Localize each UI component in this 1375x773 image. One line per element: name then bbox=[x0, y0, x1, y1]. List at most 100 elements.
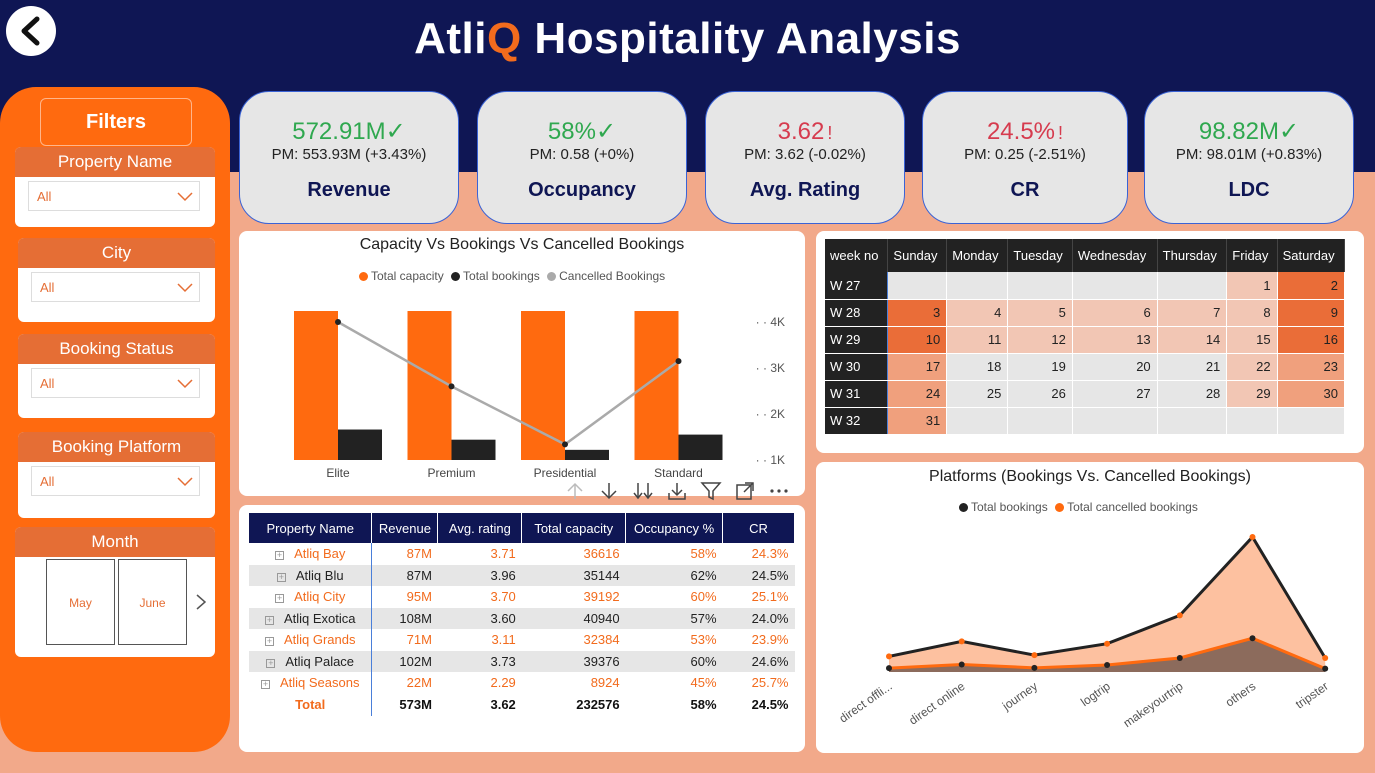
calendar-day-cell[interactable]: 7 bbox=[1157, 299, 1228, 327]
expand-row-icon[interactable]: + bbox=[264, 614, 274, 625]
cancelled-point[interactable] bbox=[1104, 661, 1111, 668]
expand-all-icon[interactable] bbox=[662, 478, 692, 504]
column-header[interactable]: Property Name bbox=[249, 513, 373, 543]
capacity-bar[interactable] bbox=[407, 311, 452, 460]
calendar-day-cell[interactable]: 11 bbox=[946, 326, 1009, 354]
focus-mode-icon[interactable] bbox=[730, 478, 760, 504]
calendar-day-cell[interactable]: 4 bbox=[946, 299, 1009, 327]
calendar-day-cell[interactable]: 23 bbox=[1277, 353, 1346, 381]
calendar-day-cell[interactable]: 21 bbox=[1157, 353, 1228, 381]
month-option-june[interactable]: June bbox=[118, 559, 187, 645]
column-header[interactable]: Total capacity bbox=[521, 513, 627, 543]
calendar-day-cell[interactable]: 27 bbox=[1072, 380, 1158, 408]
calendar-day-cell[interactable]: 15 bbox=[1226, 326, 1278, 354]
calendar-day-cell[interactable]: 9 bbox=[1277, 299, 1346, 327]
expand-row-icon[interactable]: + bbox=[266, 657, 276, 668]
column-header[interactable]: Revenue bbox=[371, 513, 439, 543]
calendar-day-cell[interactable]: 18 bbox=[946, 353, 1009, 381]
back-button[interactable] bbox=[6, 6, 56, 56]
calendar-day-cell[interactable] bbox=[1007, 407, 1073, 435]
cancelled-point[interactable] bbox=[1176, 654, 1183, 661]
calendar-day-cell[interactable]: 8 bbox=[1226, 299, 1278, 327]
cancelled-point[interactable] bbox=[562, 441, 568, 448]
bookings-point[interactable] bbox=[1249, 534, 1256, 540]
table-row[interactable]: + Atliq Blu 87M 3.96 35144 62% 24.5% bbox=[249, 564, 795, 586]
calendar-day-cell[interactable]: 22 bbox=[1226, 353, 1278, 381]
bookings-point[interactable] bbox=[1104, 640, 1111, 647]
calendar-day-cell[interactable]: 24 bbox=[887, 380, 948, 408]
capacity-bar[interactable] bbox=[634, 311, 679, 460]
booking-status-dropdown[interactable]: All bbox=[31, 368, 200, 398]
capacity-bar[interactable] bbox=[521, 311, 565, 460]
calendar-day-cell[interactable]: 10 bbox=[887, 326, 948, 354]
chevron-right-icon[interactable] bbox=[195, 593, 207, 611]
city-dropdown[interactable]: All bbox=[31, 272, 200, 302]
cancelled-point[interactable] bbox=[886, 665, 892, 672]
expand-row-icon[interactable]: + bbox=[275, 550, 285, 561]
cancelled-point[interactable] bbox=[1031, 664, 1038, 671]
bookings-point[interactable] bbox=[1322, 654, 1329, 661]
calendar-day-cell[interactable] bbox=[1226, 407, 1278, 435]
calendar-day-cell[interactable] bbox=[887, 272, 948, 300]
expand-row-icon[interactable]: + bbox=[275, 593, 285, 604]
column-header[interactable]: CR bbox=[722, 513, 795, 543]
bookings-bar[interactable] bbox=[678, 434, 723, 460]
calendar-day-cell[interactable] bbox=[1072, 407, 1158, 435]
cancelled-point[interactable] bbox=[958, 661, 965, 668]
bookings-point[interactable] bbox=[1176, 612, 1183, 619]
calendar-day-cell[interactable]: 20 bbox=[1072, 353, 1158, 381]
calendar-day-cell[interactable] bbox=[946, 272, 1009, 300]
calendar-day-cell[interactable] bbox=[946, 407, 1009, 435]
column-header[interactable]: Occupancy % bbox=[625, 513, 724, 543]
calendar-day-cell[interactable]: 5 bbox=[1007, 299, 1073, 327]
calendar-day-cell[interactable]: 1 bbox=[1226, 272, 1278, 300]
calendar-day-cell[interactable] bbox=[1072, 272, 1158, 300]
bookings-bar[interactable] bbox=[338, 429, 382, 460]
bookings-bar[interactable] bbox=[565, 449, 609, 460]
expand-row-icon[interactable]: + bbox=[264, 636, 274, 647]
calendar-day-cell[interactable]: 2 bbox=[1277, 272, 1346, 300]
table-row[interactable]: + Atliq Bay 87M 3.71 36616 58% 24.3% bbox=[249, 543, 795, 565]
expand-row-icon[interactable]: + bbox=[276, 571, 286, 582]
calendar-day-cell[interactable]: 12 bbox=[1007, 326, 1073, 354]
calendar-day-cell[interactable]: 31 bbox=[887, 407, 948, 435]
calendar-day-cell[interactable] bbox=[1277, 407, 1346, 435]
month-option-may[interactable]: May bbox=[46, 559, 115, 645]
calendar-day-cell[interactable]: 6 bbox=[1072, 299, 1158, 327]
cancelled-point[interactable] bbox=[335, 319, 341, 325]
calendar-day-cell[interactable]: 14 bbox=[1157, 326, 1228, 354]
calendar-day-cell[interactable]: 29 bbox=[1226, 380, 1278, 408]
bookings-point[interactable] bbox=[1031, 652, 1038, 659]
column-header[interactable]: Avg. rating bbox=[437, 513, 523, 543]
calendar-day-cell[interactable]: 19 bbox=[1007, 353, 1073, 381]
cancelled-point[interactable] bbox=[675, 358, 682, 365]
calendar-day-cell[interactable]: 3 bbox=[887, 299, 948, 327]
bookings-bar[interactable] bbox=[451, 439, 496, 460]
bookings-point[interactable] bbox=[958, 638, 965, 645]
calendar-day-cell[interactable]: 26 bbox=[1007, 380, 1073, 408]
arrow-down-icon[interactable] bbox=[594, 478, 624, 504]
calendar-day-cell[interactable]: 16 bbox=[1277, 326, 1346, 354]
calendar-day-cell[interactable]: 28 bbox=[1157, 380, 1228, 408]
expand-row-icon[interactable]: + bbox=[260, 679, 270, 690]
calendar-day-cell[interactable]: 17 bbox=[887, 353, 948, 381]
cancelled-point[interactable] bbox=[1249, 635, 1256, 642]
calendar-day-cell[interactable]: 13 bbox=[1072, 326, 1158, 354]
calendar-day-cell[interactable]: 30 bbox=[1277, 380, 1346, 408]
cancelled-point[interactable] bbox=[1322, 665, 1329, 672]
calendar-day-cell[interactable]: 25 bbox=[946, 380, 1009, 408]
calendar-day-cell[interactable] bbox=[1157, 407, 1228, 435]
double-arrow-down-icon[interactable] bbox=[628, 478, 658, 504]
property-name-dropdown[interactable]: All bbox=[28, 181, 200, 211]
arrow-up-icon[interactable] bbox=[560, 478, 590, 504]
table-row[interactable]: + Atliq Grands 71M 3.11 32384 53% 23.9% bbox=[249, 629, 795, 651]
table-row[interactable]: + Atliq City 95M 3.70 39192 60% 25.1% bbox=[249, 586, 795, 608]
filter-icon[interactable] bbox=[696, 478, 726, 504]
calendar-day-cell[interactable] bbox=[1157, 272, 1228, 300]
bookings-point[interactable] bbox=[886, 653, 892, 660]
table-row[interactable]: + Atliq Exotica 108M 3.60 40940 57% 24.0% bbox=[249, 607, 795, 629]
more-options-icon[interactable] bbox=[764, 478, 794, 504]
calendar-day-cell[interactable] bbox=[1007, 272, 1073, 300]
capacity-bar[interactable] bbox=[294, 311, 338, 460]
table-row[interactable]: + Atliq Palace 102M 3.73 39376 60% 24.6% bbox=[249, 650, 795, 672]
